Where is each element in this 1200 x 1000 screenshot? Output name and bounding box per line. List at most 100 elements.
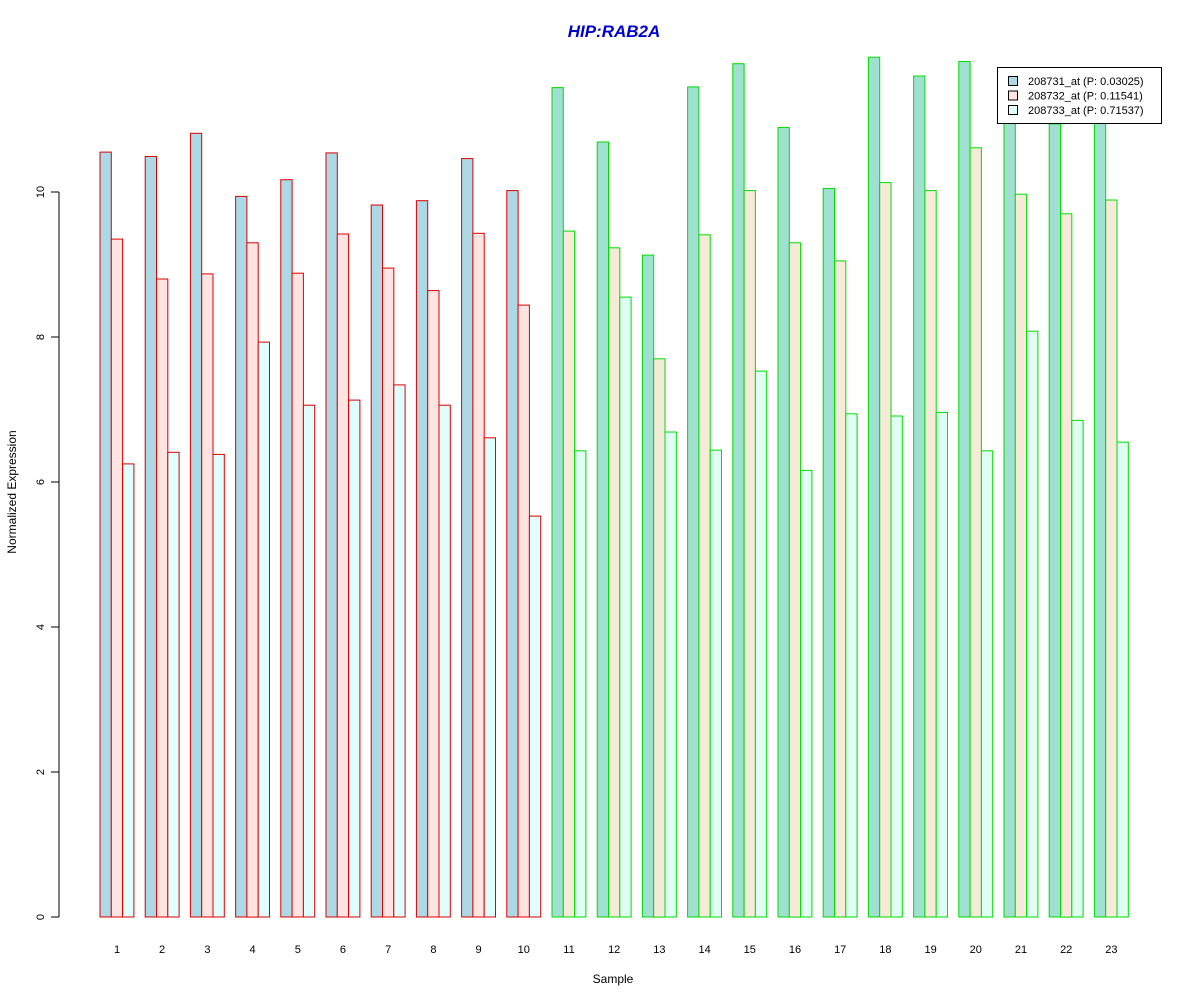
bar-3-sample-2	[167, 451, 180, 918]
y-tick-label: 0	[35, 914, 47, 920]
x-tick-label: 16	[789, 944, 801, 956]
x-tick-label: 4	[250, 944, 256, 956]
bar-3-sample-10	[528, 515, 542, 918]
bar-3-sample-14	[709, 449, 723, 918]
x-tick-label: 6	[340, 944, 346, 956]
legend-entry-3: 208733_at (P: 0.71537)	[1028, 105, 1144, 117]
bar-1-sample-3	[189, 132, 203, 918]
x-tick-label: 14	[698, 944, 710, 956]
bar-3-sample-20	[980, 450, 994, 918]
bar-1-sample-11	[551, 87, 564, 918]
bar-3-sample-8	[438, 404, 451, 918]
bar-1-sample-17	[822, 187, 836, 918]
x-tick-label: 2	[159, 944, 165, 956]
x-tick-label: 11	[563, 944, 574, 956]
x-tick-label: 15	[744, 944, 756, 956]
bar-2-sample-12	[608, 247, 621, 918]
bar-1-sample-18	[867, 56, 881, 918]
bar-2-sample-17	[834, 260, 847, 918]
bar-1-sample-6	[325, 152, 338, 918]
bar-2-sample-19	[924, 190, 937, 918]
bar-1-sample-22	[1048, 123, 1061, 918]
legend-box	[997, 67, 1162, 124]
bar-2-sample-22	[1060, 213, 1073, 918]
bar-2-sample-18	[879, 182, 892, 918]
bar-1-sample-2	[144, 156, 157, 918]
bar-3-sample-18	[890, 415, 903, 918]
bar-3-sample-16	[800, 469, 813, 918]
bar-1-sample-21	[1003, 119, 1016, 918]
legend-entry-2: 208732_at (P: 0.11541)	[1028, 91, 1143, 103]
bar-1-sample-7	[370, 204, 384, 918]
bar-3-sample-5	[302, 404, 316, 918]
bar-1-sample-8	[415, 200, 429, 918]
bars	[99, 56, 1129, 918]
bar-2-sample-5	[291, 272, 304, 918]
x-tick-label: 9	[476, 944, 482, 956]
bar-2-sample-15	[743, 190, 756, 918]
x-tick-label: 5	[295, 944, 301, 956]
legend-entry-1: 208731_at (P: 0.03025)	[1028, 76, 1144, 88]
bar-3-sample-19	[935, 411, 949, 918]
bar-2-sample-13	[653, 358, 666, 918]
bar-1-sample-9	[461, 158, 474, 918]
bar-3-sample-23	[1116, 441, 1129, 918]
x-axis-label: Sample	[593, 972, 634, 986]
bar-2-sample-21	[1014, 193, 1028, 918]
bar-2-sample-14	[698, 234, 711, 918]
y-tick-label: 8	[35, 334, 47, 340]
bar-3-sample-4	[257, 341, 271, 918]
x-tick-label: 21	[1015, 944, 1027, 956]
bar-3-sample-6	[348, 399, 361, 918]
bar-3-sample-15	[754, 370, 768, 918]
bar-2-sample-7	[382, 267, 395, 918]
legend-swatch-1	[1008, 76, 1018, 86]
bar-3-sample-21	[1026, 330, 1039, 918]
bar-2-sample-2	[156, 278, 169, 918]
bar-1-sample-10	[506, 190, 519, 918]
x-tick-label: 13	[653, 944, 665, 956]
bar-1-sample-19	[913, 75, 926, 918]
bar-1-sample-13	[641, 254, 655, 918]
bar-3-sample-17	[845, 413, 858, 918]
x-tick-label: 18	[879, 944, 891, 956]
x-tick-label: 19	[924, 944, 936, 956]
bar-3-sample-9	[483, 437, 497, 918]
x-tick-label: 22	[1060, 944, 1072, 956]
legend-swatch-2	[1008, 90, 1018, 101]
x-tick-label: 7	[385, 944, 391, 956]
x-tick-label: 17	[834, 944, 846, 956]
x-tick-labels: 1 2 3 4 5 6 7 8 9 10 11 12 13 14 15 16 17 18 19 20 21 22 23	[114, 944, 1118, 956]
bar-1-sample-4	[235, 195, 248, 918]
bar-1-sample-14	[687, 86, 700, 918]
bar-2-sample-9	[472, 232, 485, 918]
x-tick-label: 10	[518, 944, 530, 956]
bar-1-sample-20	[958, 61, 971, 918]
y-tick-label: 2	[35, 769, 47, 775]
y-axis: 0 2 4 6 8 10	[35, 186, 60, 920]
chart-title: HIP:RAB2A	[568, 22, 661, 41]
bar-2-sample-8	[427, 290, 440, 918]
x-tick-label: 20	[970, 944, 982, 956]
legend: 208731_at (P: 0.03025) 208732_at (P: 0.11…	[997, 67, 1162, 124]
bar-1-sample-16	[777, 127, 790, 918]
bar-2-sample-1	[110, 238, 124, 918]
bar-2-sample-3	[201, 273, 214, 918]
y-tick-label: 4	[35, 624, 47, 630]
bar-2-sample-20	[969, 147, 982, 918]
bar-2-sample-16	[788, 242, 802, 918]
bar-3-sample-12	[619, 296, 632, 918]
bar-3-sample-1	[122, 463, 135, 918]
x-tick-label: 8	[430, 944, 436, 956]
bar-2-sample-6	[336, 233, 350, 918]
y-tick-label: 10	[35, 186, 47, 198]
bar-1-sample-1	[99, 151, 112, 918]
bar-3-sample-7	[393, 384, 406, 918]
bar-2-sample-4	[246, 242, 259, 918]
bar-2-sample-11	[562, 230, 576, 918]
legend-swatch-3	[1008, 105, 1018, 115]
bar-2-sample-23	[1105, 199, 1118, 918]
x-tick-label: 3	[204, 944, 210, 956]
y-tick-label: 6	[35, 479, 47, 485]
